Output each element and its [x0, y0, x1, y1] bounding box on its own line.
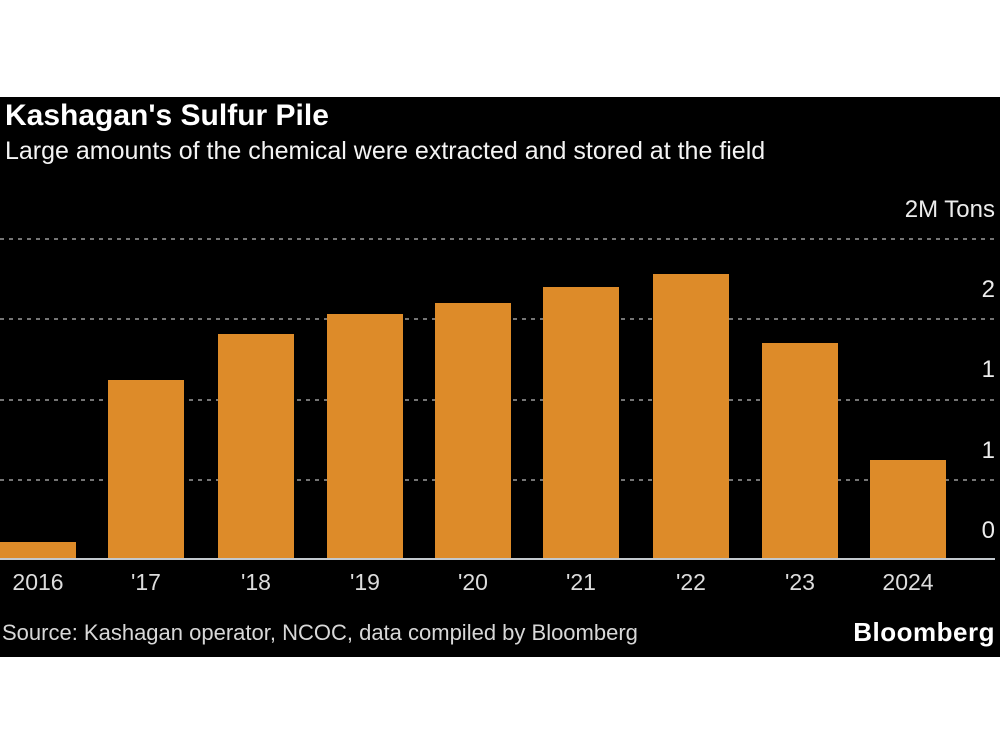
bar-22 — [653, 274, 729, 560]
x-tick-label-21: '21 — [566, 569, 596, 595]
bar-20 — [435, 303, 511, 560]
bar-18 — [218, 334, 294, 560]
x-axis-line — [0, 558, 995, 560]
y-tick-label: 1 — [981, 356, 995, 383]
chart-title: Kashagan's Sulfur Pile — [5, 99, 329, 132]
x-tick-label-20: '20 — [458, 569, 488, 595]
x-tick-label-19: '19 — [350, 569, 380, 595]
bar-21 — [543, 287, 619, 560]
y-tick-label: 1 — [981, 437, 995, 464]
chart-subtitle: Large amounts of the chemical were extra… — [5, 137, 766, 165]
plot-area: 2M Tons 2 1 1 0 2016 '17 '18 '19 '20 '21 '22 '23 2024 — [0, 97, 1000, 657]
y-tick-label: 2 — [981, 276, 995, 303]
bloomberg-logo: Bloomberg — [853, 617, 995, 647]
x-tick-label-22: '22 — [676, 569, 706, 595]
y-tick-label: 0 — [981, 517, 995, 544]
bar-23 — [762, 343, 838, 560]
bar-19 — [327, 314, 403, 560]
x-tick-label-18: '18 — [241, 569, 271, 595]
bar-2016 — [0, 542, 76, 560]
chart-panel: Kashagan's Sulfur Pile Large amounts of … — [0, 97, 1000, 657]
x-tick-label-2024: 2024 — [882, 569, 934, 595]
source-note: Source: Kashagan operator, NCOC, data co… — [2, 620, 638, 645]
gridline-2 — [0, 238, 995, 240]
x-tick-label-2016: 2016 — [12, 569, 64, 595]
bar-2024 — [870, 460, 946, 560]
x-tick-label-23: '23 — [785, 569, 815, 595]
y-axis-unit-label: 2M Tons — [904, 196, 995, 223]
x-tick-label-17: '17 — [131, 569, 161, 595]
bar-17 — [108, 380, 184, 560]
